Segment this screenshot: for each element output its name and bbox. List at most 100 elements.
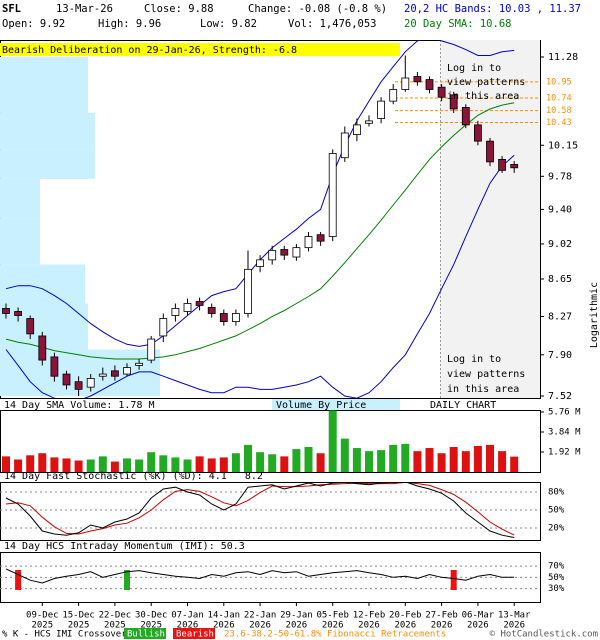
volume-tick-label: 1.92 M [548, 447, 581, 457]
volume-bar [244, 444, 252, 472]
volume-by-price-bar [0, 218, 40, 265]
x-tick-label: 27-Feb [425, 611, 458, 621]
x-tick-year: 2026 [249, 621, 271, 631]
volume-bar [159, 455, 168, 472]
volume-by-price-bar [0, 178, 40, 219]
pattern-notice-bottom: Log in to [447, 354, 501, 365]
candle-body [340, 132, 349, 159]
x-tick-label: 14-Jan [208, 611, 241, 621]
stochastic-tick-label: 20% [548, 524, 565, 534]
candle-body [86, 377, 95, 388]
candle-body [268, 250, 277, 261]
volume-bar [268, 454, 277, 472]
x-tick-label: 22-Dec [99, 611, 132, 621]
candle-body [111, 370, 119, 377]
candle-body [26, 318, 35, 335]
stochastic-d [5, 483, 515, 536]
volume-bar [256, 452, 265, 472]
candle-body [50, 356, 59, 377]
volume-bar [171, 457, 180, 472]
low: Low: 9.82 [200, 18, 257, 30]
x-tick-label: 20-Feb [389, 611, 422, 621]
x-tick-year: 2025 [104, 621, 126, 631]
y-tick-label: 11.28 [548, 52, 578, 63]
fibonacci-label: 10.58 [546, 106, 572, 116]
x-tick-year: 2026 [177, 621, 199, 631]
candle-body [62, 373, 71, 386]
x-tick-label: 06-Mar [462, 611, 495, 621]
bands-legend: 20,2 HC Bands: 10.03 , 11.37 [404, 3, 581, 15]
pattern-notice-bottom: view patterns [447, 369, 525, 380]
y-tick-label: 8.65 [548, 274, 572, 285]
volume-bar [219, 457, 228, 472]
chart-label: DAILY CHART [430, 400, 496, 411]
annotation-bg [0, 43, 400, 56]
x-tick-label: 30-Dec [135, 611, 168, 621]
bullish-bg [124, 628, 166, 639]
volume-bar [207, 458, 216, 472]
imi-tick-label: 50% [548, 573, 565, 583]
volume-bar [449, 446, 458, 472]
imi-title: 14 Day HCS Intraday Momentum (IMI): 50.3 [4, 541, 245, 552]
candle-body [195, 301, 204, 306]
volume-bar [195, 456, 204, 472]
volume-tick-label: 3.84 M [548, 427, 581, 437]
stochastic-frame [0, 482, 541, 541]
candle-body [377, 100, 386, 119]
volume-bar [304, 446, 313, 472]
volume-bar [425, 448, 434, 472]
annotations: Bearish Deliberation on 29-Jan-26, Stren… [0, 43, 600, 640]
candle-body [74, 381, 83, 390]
candle-body [123, 367, 131, 375]
volume-bar [74, 460, 83, 472]
candle-body [159, 318, 168, 337]
x-tick-year: 2025 [68, 621, 90, 631]
candle-body [461, 107, 470, 126]
volume-bar [365, 451, 373, 472]
x-tick-year: 2026 [358, 621, 380, 631]
volume-bar [498, 451, 507, 472]
volume-bar [437, 453, 446, 472]
candle-body [147, 338, 156, 361]
x-tick-year: 2026 [467, 621, 489, 631]
volume-frame [0, 410, 541, 473]
x-tick-year: 2026 [322, 621, 344, 631]
x-tick-year: 2025 [31, 621, 53, 631]
volume-by-price-bar [0, 149, 95, 179]
volume-tick-label: 5.76 M [548, 407, 581, 417]
volume-bar [38, 453, 47, 472]
fibonacci-label: 10.74 [546, 94, 572, 104]
fibonacci-label: 10.95 [546, 77, 572, 87]
volume-bar [328, 410, 337, 472]
volume-bar [123, 458, 131, 472]
volume-bar [401, 443, 410, 472]
candle-body [304, 236, 313, 249]
candle-body [389, 89, 398, 102]
candle-body [135, 362, 144, 366]
y-tick-label: 7.52 [548, 391, 572, 402]
pattern-notice-top: Log in to [447, 63, 501, 74]
pattern-notice-bottom: in this area [447, 384, 519, 395]
volume-bar [62, 458, 71, 472]
volume-bar [413, 451, 422, 472]
volume-bar [86, 459, 95, 472]
pattern-notice-top: view patterns [447, 77, 525, 88]
candle-body [183, 303, 192, 312]
volume-bar [316, 453, 325, 472]
candle-body [2, 308, 10, 314]
price-plot [0, 40, 540, 398]
x-tick-year: 2026 [431, 621, 453, 631]
y-tick-label: 8.27 [548, 312, 572, 323]
imi-tick-label: 70% [548, 562, 565, 572]
x-tick-label: 22-Jan [244, 611, 277, 621]
crossover-legend: % K - HCS IMI Crossover: [2, 630, 132, 640]
x-tick-label: 13-Mar [498, 611, 531, 621]
candle-body [425, 79, 434, 90]
y-tick-label: 7.90 [548, 350, 572, 361]
volume-plot [2, 410, 519, 472]
candle-body [449, 94, 458, 110]
candle-body [486, 140, 494, 163]
candle-body [498, 158, 507, 171]
y-tick-label: 9.78 [548, 171, 572, 182]
volume-bar [98, 456, 107, 472]
